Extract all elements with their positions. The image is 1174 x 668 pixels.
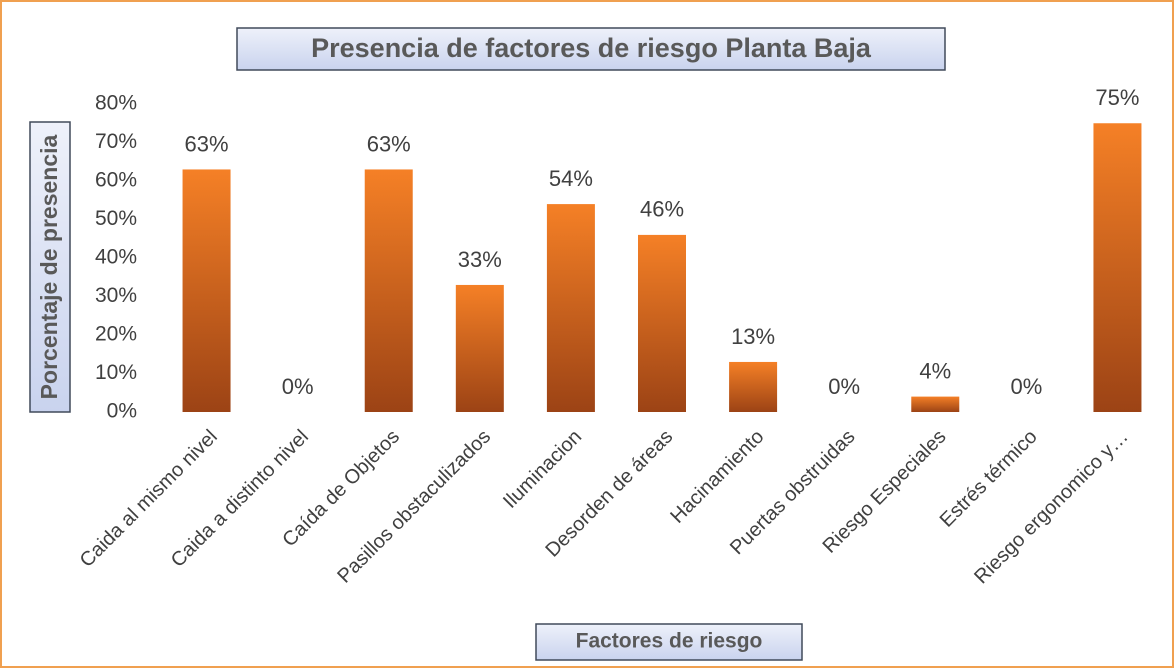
title-box (236, 27, 946, 71)
y-tick-label: 0% (107, 400, 137, 423)
value-label: 13% (731, 324, 775, 349)
value-label: 63% (185, 131, 229, 156)
chart-title: Presencia de factores de riesgo Planta B… (311, 33, 872, 63)
y-tick-label: 80% (95, 92, 137, 115)
y-tick-label: 40% (95, 246, 137, 269)
y-tick-label: 30% (95, 284, 137, 307)
value-label: 54% (549, 166, 593, 191)
bar (1093, 123, 1142, 412)
bar (182, 169, 231, 412)
y-tick-label: 60% (95, 169, 137, 192)
value-label: 0% (828, 374, 860, 399)
value-label: 0% (282, 374, 314, 399)
bar (364, 169, 413, 412)
value-label: 75% (1095, 85, 1139, 110)
value-label: 46% (640, 197, 684, 222)
x-axis-title: Factores de riesgo (576, 630, 763, 653)
value-label: 4% (919, 358, 951, 383)
bar (729, 361, 778, 412)
y-axis-title-box (29, 121, 71, 413)
x-axis-title-box (535, 623, 803, 661)
y-tick-label: 70% (95, 130, 137, 153)
y-tick-label: 10% (95, 361, 137, 384)
bar (638, 234, 686, 412)
bar (455, 284, 504, 412)
value-label: 63% (367, 131, 411, 156)
y-tick-label: 50% (95, 207, 137, 230)
value-label: 0% (1010, 374, 1042, 399)
bar (546, 204, 595, 412)
y-tick-label: 20% (95, 323, 137, 346)
value-label: 33% (458, 247, 502, 272)
bar (911, 396, 960, 412)
y-axis-title: Porcentaje de presencia (36, 134, 62, 399)
